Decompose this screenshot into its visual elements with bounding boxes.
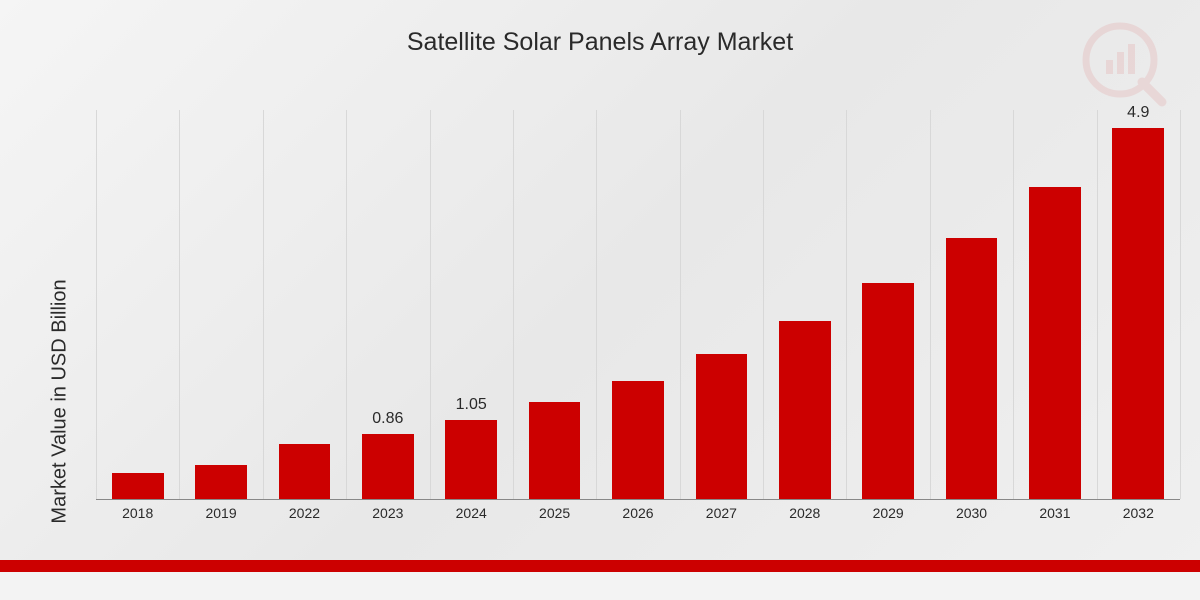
- bar: [279, 444, 331, 499]
- bar: [862, 283, 914, 499]
- gridline: [430, 110, 431, 499]
- gridline: [346, 110, 347, 499]
- x-tick-label: 2032: [1123, 505, 1154, 521]
- x-tick-label: 2019: [205, 505, 236, 521]
- bar: [779, 321, 831, 499]
- gridline: [1013, 110, 1014, 499]
- bar-value-label: 1.05: [456, 396, 487, 414]
- x-tick-label: 2026: [622, 505, 653, 521]
- x-tick-label: 2022: [289, 505, 320, 521]
- x-tick-label: 2027: [706, 505, 737, 521]
- bar-value-label: 4.9: [1127, 104, 1149, 122]
- footer-light: [0, 572, 1200, 600]
- gridline: [513, 110, 514, 499]
- bar: [1112, 128, 1164, 499]
- x-tick-label: 2028: [789, 505, 820, 521]
- bar: [696, 354, 748, 499]
- gridline: [96, 110, 97, 499]
- plot-area: 2018201920220.8620231.052024202520262027…: [96, 110, 1180, 500]
- y-axis-label: Market Value in USD Billion: [49, 279, 72, 523]
- bar: [1029, 187, 1081, 499]
- bar: [612, 381, 664, 499]
- bar: [112, 473, 164, 500]
- chart-title: Satellite Solar Panels Array Market: [0, 0, 1200, 57]
- bar: [529, 402, 581, 499]
- gridline: [1180, 110, 1181, 499]
- chart-container: Market Value in USD Billion 201820192022…: [60, 110, 1180, 530]
- x-tick-label: 2029: [873, 505, 904, 521]
- bar: [362, 434, 414, 499]
- gridline: [596, 110, 597, 499]
- gridline: [263, 110, 264, 499]
- gridline: [1097, 110, 1098, 499]
- x-tick-label: 2024: [456, 505, 487, 521]
- gridline: [846, 110, 847, 499]
- gridline: [930, 110, 931, 499]
- x-tick-label: 2018: [122, 505, 153, 521]
- bar: [946, 238, 998, 499]
- x-tick-label: 2025: [539, 505, 570, 521]
- bar: [445, 420, 497, 500]
- bar-value-label: 0.86: [372, 410, 403, 428]
- gridline: [680, 110, 681, 499]
- x-tick-label: 2030: [956, 505, 987, 521]
- bar: [195, 465, 247, 499]
- x-tick-label: 2023: [372, 505, 403, 521]
- gridline: [179, 110, 180, 499]
- watermark-logo: [1080, 20, 1170, 115]
- gridline: [763, 110, 764, 499]
- footer-band: [0, 560, 1200, 572]
- x-tick-label: 2031: [1039, 505, 1070, 521]
